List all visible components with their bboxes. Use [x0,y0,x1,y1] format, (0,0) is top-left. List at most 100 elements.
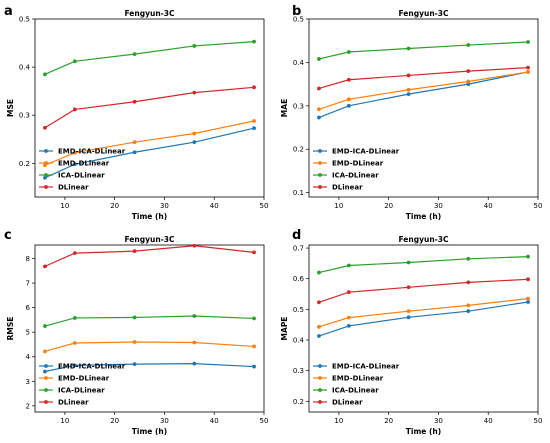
legend-swatch-marker [318,400,322,404]
series-dlinear [317,65,530,91]
y-tick-label: 0.4 [293,59,305,67]
x-tick-label: 40 [484,202,493,210]
data-point [252,126,256,131]
data-point [252,364,256,369]
series-emd-dlinear [43,340,256,354]
data-point [346,263,351,268]
data-point [466,79,471,84]
data-point [252,344,256,349]
series-line [318,71,529,110]
data-point [192,243,197,248]
series-emd-ica-dlinear [43,126,256,180]
data-point [192,314,197,318]
data-point [192,44,197,48]
y-tick-label: 4 [26,353,31,361]
y-tick-label: 0.3 [293,367,304,375]
y-tick-label: 0.4 [293,336,305,344]
panel-letter: a [4,4,13,19]
panel-d: d Fengyun-3C 10 20 30 40 50 0.2 0.3 0.4 0.5 0.6 0.7 T… [280,228,542,436]
legend: EMD-ICA-DLinear EMD-DLinear ICA-DLinear DLi… [39,148,126,192]
chart-title: Fengyun-3C [398,9,449,18]
axes-frame [308,18,539,198]
data-point [346,77,351,82]
data-point [43,72,47,77]
x-tick-label: 20 [384,202,393,210]
legend-label: EMD-ICA-DLinear [332,363,400,371]
x-axis-label: Time (h) [406,212,441,221]
data-point [192,131,197,136]
y-tick-label: 0.4 [19,64,31,72]
data-point [252,85,256,90]
data-point [317,86,321,91]
legend-swatch-marker [44,185,48,189]
x-tick-label: 10 [334,202,343,210]
series-emd-ica-dlinear [43,361,256,374]
data-point [43,349,47,354]
x-tick-label: 30 [160,417,169,425]
legend-swatch-marker [44,173,48,177]
data-point [526,277,530,282]
series-line [44,41,255,75]
legend-label: DLinear [58,184,89,192]
y-tick-label: 2 [26,402,30,410]
data-point [406,315,411,320]
y-tick-label: 0.5 [293,306,304,314]
data-point [192,340,197,345]
y-tick-label: 0.5 [293,16,304,24]
x-tick-label: 50 [534,202,543,210]
y-axis-label: RMSE [6,317,15,341]
data-point [466,303,471,308]
legend-label: EMD-ICA-DLinear [58,148,126,156]
x-tick-label: 40 [210,202,219,210]
data-point [132,362,137,367]
panel-b: b Fengyun-3C 10 20 30 40 50 0.1 0.2 0.3 0.4 0.5 Time… [280,4,542,221]
data-point [346,323,351,328]
data-point [317,270,321,275]
y-tick-label: 0.6 [293,275,305,283]
data-point [132,315,137,320]
series-line [44,86,255,129]
series-ica-dlinear [317,40,530,61]
series-dlinear [43,85,256,130]
series-ica-dlinear [317,254,530,275]
data-point [72,150,77,155]
data-point [406,73,411,78]
data-point [252,316,256,321]
y-tick-label: 0.5 [19,16,30,24]
data-point [72,162,77,167]
axes-frame [308,244,539,413]
data-point [72,59,77,64]
data-point [72,341,77,345]
x-tick-label: 50 [534,417,543,425]
data-point [132,249,137,254]
data-point [132,52,137,57]
data-point [132,340,137,344]
data-point [466,280,471,285]
data-point [132,99,137,104]
series-line [44,245,255,267]
legend-label: DLinear [332,184,363,192]
legend-swatch-marker [44,149,48,153]
x-tick-label: 50 [260,417,269,425]
y-tick-label: 0.3 [19,112,30,120]
series-line [318,278,529,303]
data-point [346,97,351,102]
x-tick-label: 20 [384,417,393,425]
legend-swatch-marker [318,149,322,153]
legend-label: EMD-ICA-DLinear [58,363,126,371]
data-point [43,324,47,328]
panel-c: c Fengyun-3C 10 20 30 40 50 2 3 4 5 6 7 8 Time (h) RMSE… [4,228,268,436]
data-point [466,309,471,314]
legend-swatch-marker [44,364,48,368]
legend-label: ICA-DLinear [58,172,105,180]
legend-label: EMD-ICA-DLinear [332,148,400,156]
x-tick-label: 10 [334,417,343,425]
data-point [72,107,77,112]
data-point [406,309,411,314]
y-tick-label: 0.3 [293,102,304,110]
data-point [317,107,321,112]
y-tick-label: 0.2 [19,160,30,168]
axes-frame [34,244,265,413]
axes-frame [34,18,265,198]
